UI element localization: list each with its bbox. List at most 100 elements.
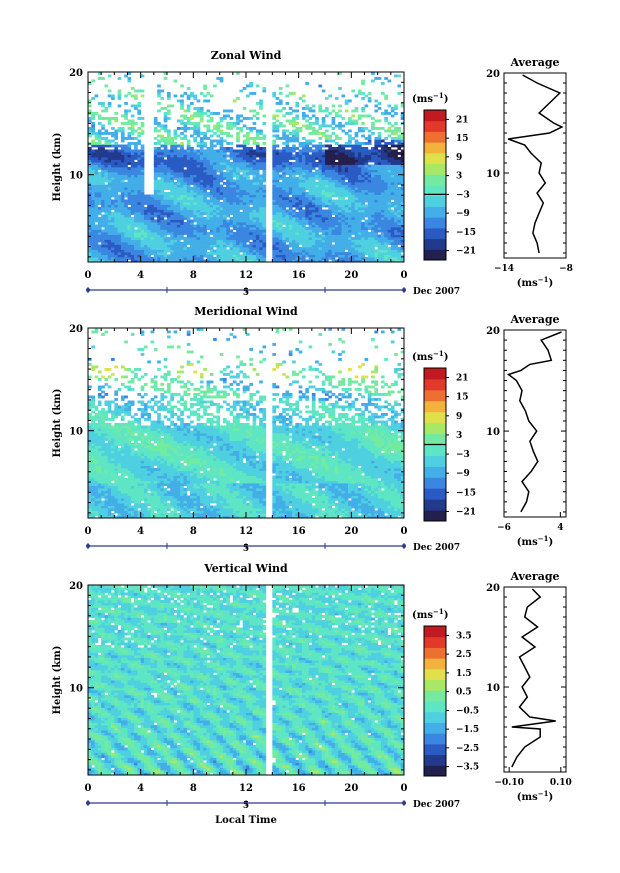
heatmap-cell — [193, 232, 198, 235]
heatmap-cell — [196, 244, 201, 248]
heatmap-cell — [167, 222, 171, 225]
heatmap-cell — [206, 237, 211, 240]
heatmap-cell — [341, 192, 346, 195]
heatmap-cell — [315, 117, 319, 120]
heatmap-cell — [107, 162, 112, 165]
heatmap-cell — [275, 174, 280, 178]
heatmap-cell — [134, 207, 138, 210]
heatmap-cell — [111, 259, 115, 262]
heatmap-cell — [124, 207, 128, 210]
heatmap-cell — [377, 259, 382, 262]
heatmap-cell — [344, 169, 349, 173]
heatmap-cell — [157, 244, 161, 248]
heatmap-cell — [364, 199, 369, 203]
heatmap-cell — [199, 192, 204, 195]
heatmap-cell — [400, 257, 404, 260]
heatmap-cell — [213, 184, 217, 188]
heatmap-cell — [190, 254, 194, 258]
heatmap-cell — [232, 172, 237, 175]
heatmap-cell — [384, 147, 388, 150]
heatmap-cell — [213, 194, 217, 198]
heatmap-cell — [380, 257, 385, 260]
heatmap-cell — [374, 182, 379, 185]
heatmap-cell — [272, 232, 277, 235]
heatmap-cell — [387, 192, 392, 195]
heatmap-cell — [199, 142, 204, 145]
heatmap-cell — [134, 189, 138, 193]
heatmap-cell — [216, 157, 221, 160]
heatmap-cell — [239, 179, 244, 183]
heatmap-cell — [104, 187, 109, 190]
heatmap-cell — [259, 199, 263, 203]
heatmap-cell — [394, 249, 398, 253]
heatmap-cell — [334, 112, 339, 115]
heatmap-cell — [97, 182, 102, 185]
heatmap-cell — [377, 249, 382, 253]
heatmap-cell — [259, 187, 263, 190]
heatmap-cell — [97, 172, 102, 175]
heatmap-cell — [387, 227, 392, 230]
heatmap-cell — [321, 109, 326, 113]
heatmap-cell — [292, 179, 296, 183]
heatmap-cell — [130, 119, 135, 123]
heatmap-cell — [272, 244, 277, 248]
heatmap-cell — [153, 227, 158, 230]
heatmap-cell — [374, 142, 379, 145]
heatmap-cell — [325, 209, 329, 213]
heatmap-cell — [91, 194, 95, 198]
heatmap-cell — [272, 194, 277, 198]
heatmap-cell — [97, 257, 102, 260]
heatmap-cell — [104, 189, 109, 193]
heatmap-cell — [328, 214, 332, 218]
heatmap-cell — [249, 84, 253, 88]
heatmap-cell — [394, 199, 398, 203]
heatmap-cell — [216, 242, 221, 245]
heatmap-cell — [199, 229, 204, 233]
heatmap-cell — [213, 224, 217, 228]
heatmap-cell — [259, 222, 263, 225]
heatmap-cell — [160, 89, 165, 93]
heatmap-cell — [351, 144, 356, 148]
heatmap-cell — [97, 199, 102, 203]
heatmap-cell — [246, 149, 250, 153]
heatmap-cell — [107, 254, 112, 258]
heatmap-cell — [117, 229, 122, 233]
heatmap-cell — [292, 122, 296, 125]
heatmap-cell — [390, 217, 395, 220]
heatmap-cell — [262, 232, 267, 235]
heatmap-cell — [216, 219, 221, 223]
heatmap-cell — [367, 179, 372, 183]
heatmap-cell — [364, 159, 369, 163]
heatmap-cell — [394, 189, 398, 193]
heatmap-cell — [203, 197, 207, 200]
heatmap-cell — [91, 189, 95, 193]
heatmap-cell — [124, 149, 128, 153]
heatmap-cell — [305, 119, 309, 123]
heatmap-cell — [331, 247, 336, 250]
heatmap-cell — [285, 102, 290, 105]
heatmap-cell — [354, 189, 359, 193]
heatmap-cell — [193, 187, 198, 190]
heatmap-cell — [285, 229, 290, 233]
heatmap-cell — [255, 237, 260, 240]
heatmap-cell — [328, 199, 332, 203]
heatmap-cell — [209, 154, 214, 158]
heatmap-cell — [394, 232, 398, 235]
heatmap-cell — [298, 227, 303, 230]
heatmap-cell — [397, 254, 402, 258]
heatmap-cell — [170, 167, 174, 170]
heatmap-cell — [285, 227, 290, 230]
heatmap-cell — [140, 179, 145, 183]
heatmap-cell — [328, 212, 332, 215]
heatmap-cell — [275, 189, 280, 193]
heatmap-cell — [348, 99, 352, 103]
heatmap-cell — [101, 194, 105, 198]
heatmap-cell — [232, 179, 237, 183]
heatmap-cell — [364, 249, 369, 253]
heatmap-cell — [170, 222, 174, 225]
heatmap-cell — [101, 109, 105, 113]
heatmap-cell — [400, 197, 404, 200]
heatmap-cell — [374, 144, 379, 148]
heatmap-cell — [298, 217, 303, 220]
heatmap-cell — [88, 254, 92, 258]
